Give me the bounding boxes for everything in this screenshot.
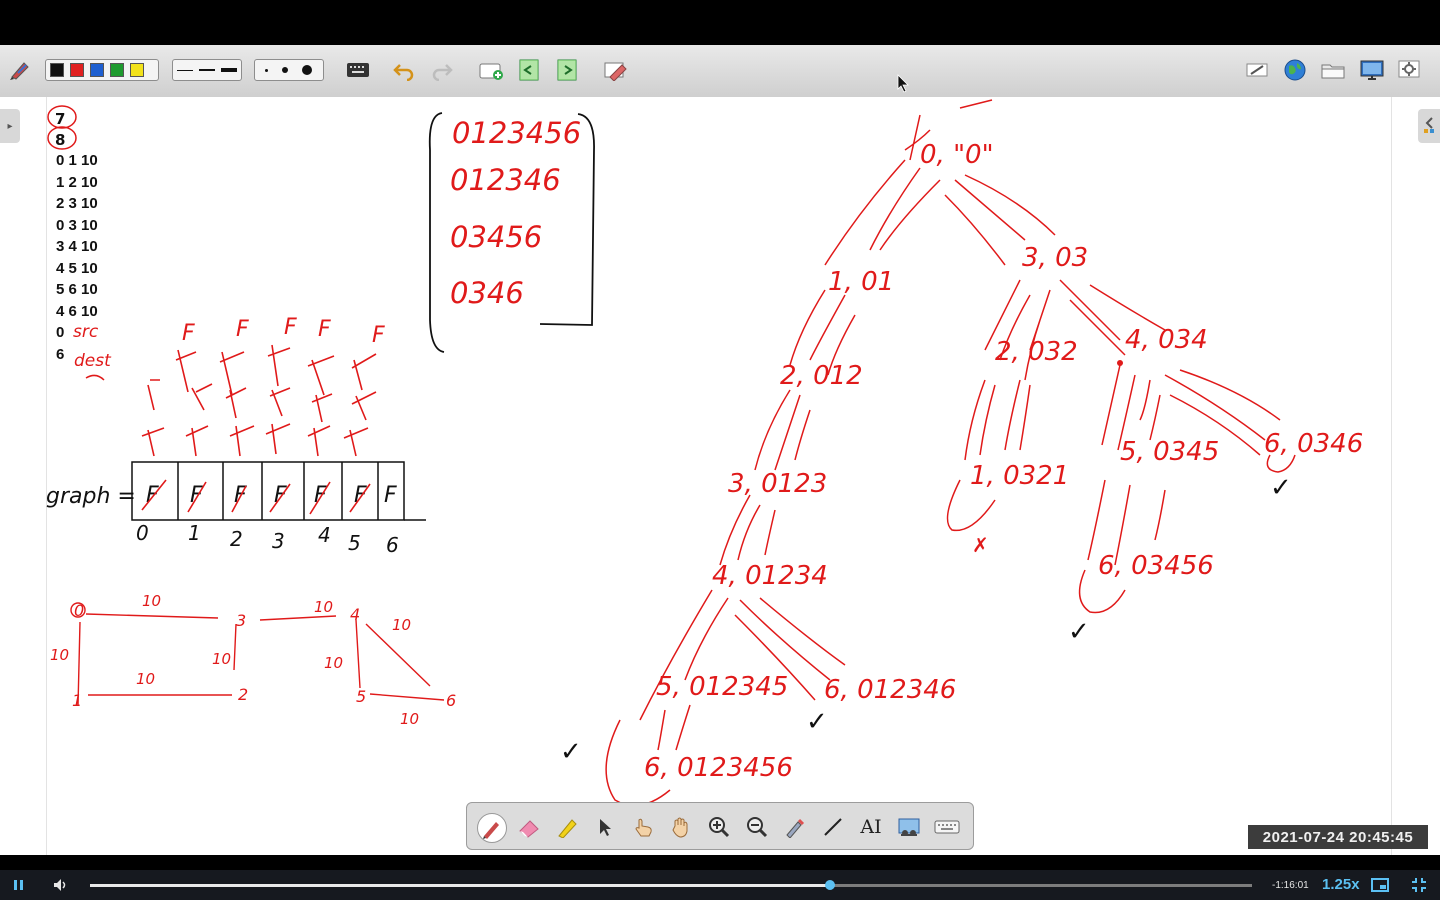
progress-knob[interactable] (825, 880, 836, 890)
zoom-in-icon[interactable] (705, 813, 733, 841)
color-swatch-black[interactable] (50, 63, 64, 77)
edge-line: 2 3 10 (56, 195, 98, 212)
color-palette (45, 59, 159, 81)
dot-size-group (254, 59, 324, 81)
dest-line: 6 (56, 344, 98, 366)
dot-size-large[interactable] (302, 65, 312, 75)
redo-icon[interactable] (428, 57, 456, 83)
color-swatch-blue[interactable] (90, 63, 104, 77)
line-icon[interactable] (819, 813, 847, 841)
edge-list: 0 1 10 1 2 10 2 3 10 0 3 10 3 4 10 4 5 1… (56, 150, 98, 365)
playback-speed[interactable]: 1.25x (1322, 876, 1360, 893)
pointing-hand-icon[interactable] (629, 813, 657, 841)
line-width-group (172, 59, 242, 81)
next-page-icon[interactable] (553, 57, 581, 83)
line-width-thick[interactable] (221, 68, 237, 72)
edge-line: 0 1 10 (56, 152, 98, 169)
left-panel-toggle[interactable]: ▸ (0, 109, 20, 143)
pointer-icon[interactable] (591, 813, 619, 841)
edge-line: 1 2 10 (56, 173, 98, 191)
right-side-panel (1391, 97, 1440, 855)
eraser-icon[interactable] (515, 813, 543, 841)
pen-color-icon[interactable] (6, 57, 34, 83)
picture-in-picture-icon[interactable] (1371, 877, 1389, 893)
laser-pen-icon[interactable] (781, 813, 809, 841)
edit-icon[interactable] (1243, 57, 1271, 83)
edge-line: 4 5 10 (56, 259, 98, 277)
clear-icon[interactable] (601, 57, 629, 83)
highlighter-icon[interactable] (553, 813, 581, 841)
progress-track[interactable] (90, 880, 1252, 890)
edge-line: 5 6 10 (56, 281, 98, 298)
keyboard-icon[interactable] (344, 57, 372, 83)
top-bar (0, 0, 1440, 45)
src-line: 0 (56, 322, 98, 344)
edge-line: 4 6 10 (56, 302, 98, 320)
pen-icon[interactable] (477, 813, 507, 843)
undo-icon[interactable] (390, 57, 418, 83)
edge-line: 0 3 10 (56, 216, 98, 234)
whiteboard-canvas[interactable] (0, 97, 1440, 855)
exit-fullscreen-icon[interactable] (1411, 877, 1427, 893)
screenshot-icon[interactable] (895, 813, 923, 841)
color-swatch-green[interactable] (110, 63, 124, 77)
hand-icon[interactable] (667, 813, 695, 841)
settings-icon[interactable] (1396, 57, 1424, 83)
pen-toolbar: AI (466, 802, 974, 850)
color-swatch-yellow[interactable] (130, 63, 144, 77)
pause-icon[interactable] (12, 878, 26, 892)
prev-page-icon[interactable] (515, 57, 543, 83)
new-page-icon[interactable] (477, 57, 505, 83)
src-node: 0 (56, 324, 65, 341)
page-thumbnails-icon (1424, 117, 1434, 133)
text-icon[interactable]: AI (860, 816, 882, 838)
time-remaining: -1:16:01 (1272, 880, 1309, 891)
left-side-panel: ▸ (0, 97, 47, 855)
progress-fill (90, 884, 831, 887)
line-width-medium[interactable] (199, 69, 215, 71)
video-player-bar: -1:16:01 1.25x (0, 870, 1440, 900)
dot-size-small[interactable] (265, 68, 268, 72)
timestamp: 2021-07-24 20:45:45 (1248, 825, 1428, 849)
main-toolbar (0, 45, 1440, 98)
line-width-thin[interactable] (177, 69, 193, 71)
color-swatch-red[interactable] (70, 63, 84, 77)
dot-size-medium[interactable] (282, 67, 288, 73)
zoom-out-icon[interactable] (743, 813, 771, 841)
screen-icon[interactable] (1358, 57, 1386, 83)
mouse-cursor-icon (897, 74, 909, 93)
folder-icon[interactable] (1319, 57, 1347, 83)
volume-icon[interactable] (52, 877, 70, 893)
edge-line: 3 4 10 (56, 238, 98, 255)
right-panel-toggle[interactable] (1418, 109, 1440, 143)
globe-icon[interactable] (1281, 57, 1309, 83)
keyboard-icon[interactable] (933, 813, 961, 841)
dest-node: 6 (56, 345, 65, 363)
